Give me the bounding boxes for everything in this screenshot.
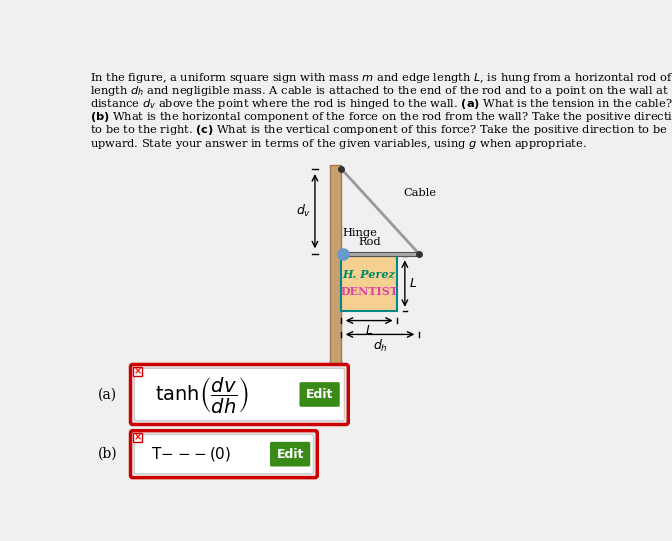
Text: Rod: Rod	[358, 237, 381, 247]
Text: $d_h$: $d_h$	[372, 338, 388, 354]
Text: $\mathbf{(b)}$ What is the horizontal component of the force on the rod from the: $\mathbf{(b)}$ What is the horizontal co…	[90, 110, 672, 124]
Text: $d_v$: $d_v$	[296, 203, 311, 219]
Text: Cable: Cable	[403, 188, 436, 198]
Text: In the figure, a uniform square sign with mass $m$ and edge length $L$, is hung : In the figure, a uniform square sign wit…	[90, 71, 672, 85]
Bar	[133, 433, 142, 442]
Text: $L$: $L$	[365, 324, 374, 337]
Text: Edit: Edit	[306, 388, 333, 401]
FancyBboxPatch shape	[300, 382, 340, 407]
FancyBboxPatch shape	[134, 368, 345, 421]
Text: distance $d_v$ above the point where the rod is hinged to the wall. $\mathbf{(a): distance $d_v$ above the point where the…	[90, 97, 672, 111]
Bar	[341, 256, 397, 311]
FancyBboxPatch shape	[134, 434, 313, 474]
FancyBboxPatch shape	[130, 365, 348, 425]
Text: $L$: $L$	[409, 277, 417, 290]
Text: ×: ×	[134, 433, 142, 443]
Text: Hinge: Hinge	[343, 228, 378, 238]
Text: $\tanh\!\left(\dfrac{dv}{dh}\right)$: $\tanh\!\left(\dfrac{dv}{dh}\right)$	[155, 376, 250, 416]
Bar	[331, 165, 341, 388]
Text: to be to the right. $\mathbf{(c)}$ What is the vertical component of this force?: to be to the right. $\mathbf{(c)}$ What …	[90, 123, 668, 137]
FancyBboxPatch shape	[130, 431, 317, 478]
Text: ×: ×	[134, 366, 142, 377]
Text: DENTIST: DENTIST	[340, 286, 398, 298]
Text: (b): (b)	[98, 447, 118, 461]
FancyBboxPatch shape	[270, 442, 310, 466]
Text: Edit: Edit	[276, 447, 304, 460]
Text: (a): (a)	[98, 387, 117, 401]
Text: H. Perez: H. Perez	[343, 269, 396, 280]
Text: $\mathrm{T\!-\!-\!-}(0)$: $\mathrm{T\!-\!-\!-}(0)$	[151, 445, 231, 463]
Bar	[133, 367, 142, 376]
Text: upward. State your answer in terms of the given variables, using $g$ when approp: upward. State your answer in terms of th…	[90, 136, 587, 150]
Text: length $d_h$ and negligible mass. A cable is attached to the end of the rod and : length $d_h$ and negligible mass. A cabl…	[90, 84, 669, 98]
Bar	[341, 252, 419, 256]
